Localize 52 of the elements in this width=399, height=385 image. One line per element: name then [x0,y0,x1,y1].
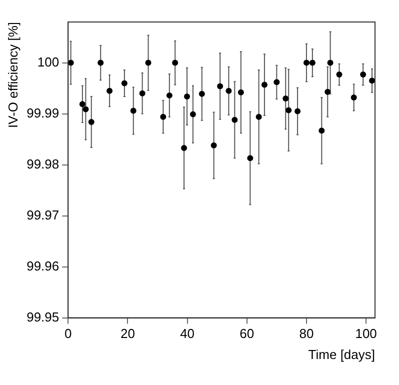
point [226,88,232,94]
point [172,60,178,66]
point [318,128,325,134]
point [106,88,113,94]
y-tick-label: 99.99 [26,105,60,120]
point [369,78,375,84]
point [336,72,342,78]
y-tick-label: 100 [37,54,60,70]
point [198,90,205,97]
point [327,60,334,66]
x-tick-label: 80 [299,326,314,342]
x-axis-title: Time [days] [308,346,375,362]
point [274,79,280,86]
x-tick-label: 60 [240,326,254,342]
point [282,96,289,102]
point [190,111,196,118]
y-axis-title: IV-O efficiency [%] [5,22,20,128]
point [210,142,217,148]
point [286,107,292,114]
x-tick-label: 20 [120,326,135,342]
point [145,60,152,66]
point [294,108,301,114]
point [261,82,268,88]
point [360,72,366,78]
point [217,83,224,90]
x-tick-label: 40 [180,326,195,342]
y-tick-label: 99.95 [26,309,60,324]
point [98,60,104,66]
point [166,92,172,98]
point [247,155,254,162]
x-tick-label: 0 [64,326,72,342]
point [238,89,244,96]
point [88,118,94,125]
point [350,94,357,100]
point [303,60,310,66]
y-tick-label: 99.96 [26,258,60,274]
point [256,114,262,120]
point [130,108,136,114]
point [184,93,190,100]
point [232,116,238,123]
point [181,144,188,151]
point [309,60,316,66]
point [79,101,86,108]
point [82,106,89,112]
point [324,88,331,95]
y-tick-label: 99.97 [26,207,60,222]
point [160,114,166,120]
x-tick-label: 100 [355,326,377,342]
point [68,60,74,66]
y-tick-label: 99.98 [26,156,60,172]
point [139,90,146,96]
point [121,80,128,86]
